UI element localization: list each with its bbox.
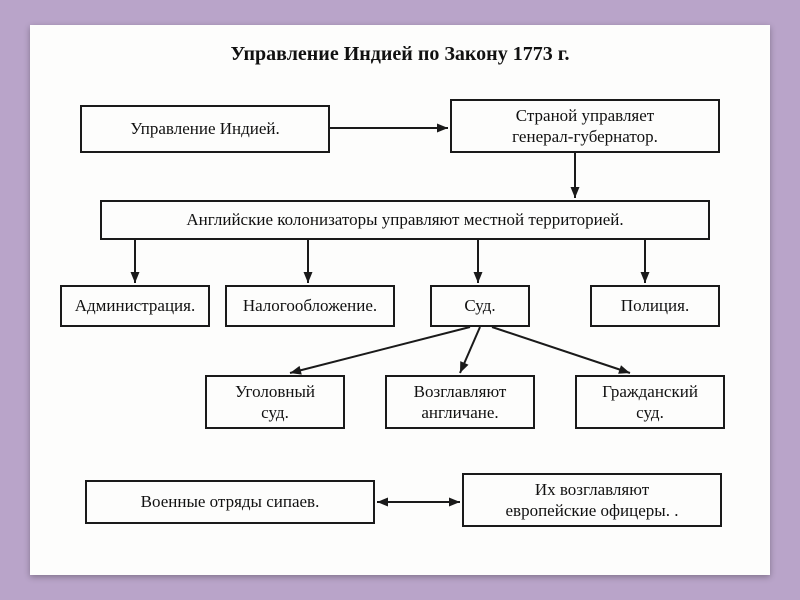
- node-n1: Управление Индией.: [80, 105, 330, 153]
- node-n11: Военные отряды сипаев.: [85, 480, 375, 524]
- node-n7: Полиция.: [590, 285, 720, 327]
- diagram-sheet: Управление Индией по Закону 1773 г. Упра…: [30, 25, 770, 575]
- node-n5: Налогообложение.: [225, 285, 395, 327]
- node-n9: Возглавляютангличане.: [385, 375, 535, 429]
- node-n6: Суд.: [430, 285, 530, 327]
- node-n12: Их возглавляютевропейские офицеры. .: [462, 473, 722, 527]
- diagram-title: Управление Индией по Закону 1773 г.: [30, 43, 770, 66]
- node-n2: Страной управляетгенерал-губернатор.: [450, 99, 720, 153]
- node-n3: Английские колонизаторы управляют местно…: [100, 200, 710, 240]
- node-n10: Гражданскийсуд.: [575, 375, 725, 429]
- node-n4: Администрация.: [60, 285, 210, 327]
- node-n8: Уголовныйсуд.: [205, 375, 345, 429]
